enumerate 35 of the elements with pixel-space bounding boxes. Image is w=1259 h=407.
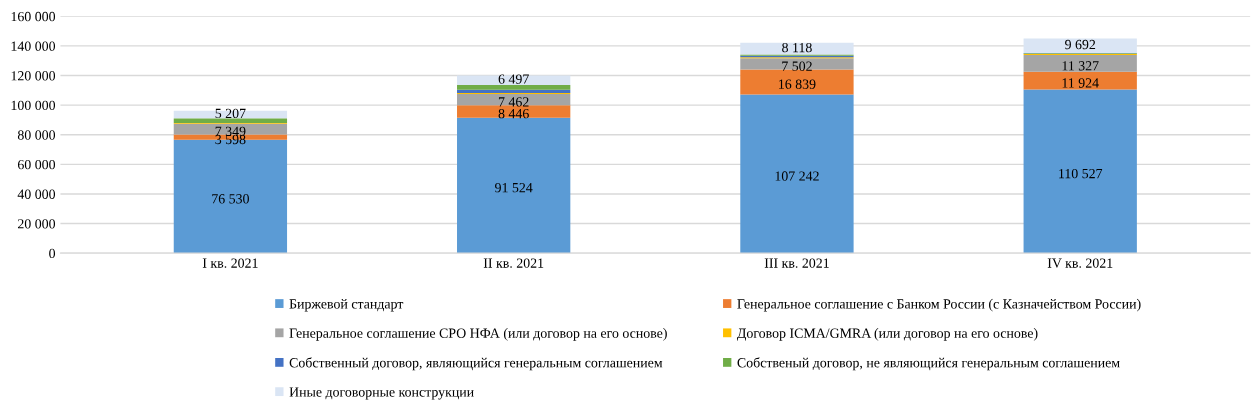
x-tick-label: I кв. 2021: [202, 258, 258, 268]
legend-label: Собственный договор, являющийся генеральным соглашением: [289, 357, 663, 371]
data-label: 7 349: [215, 126, 246, 137]
data-label: 8 118: [782, 42, 812, 53]
legend-label: Иные договорные конструкции: [289, 387, 474, 400]
legend-label: Генеральное соглашение СРО НФА (или договор на его основе): [289, 328, 667, 341]
y-tick-label: 160 000: [11, 11, 56, 22]
y-tick-label: 120 000: [11, 71, 56, 81]
data-label: 107 242: [775, 171, 819, 181]
data-label: 110 527: [1059, 168, 1103, 179]
legend-label: Собственый договор, не являющийся генеральным соглашением: [737, 357, 1120, 371]
y-tick-label: 20 000: [17, 219, 56, 229]
data-label: 6 497: [498, 74, 529, 84]
y-tick-label: 80 000: [17, 130, 56, 140]
y-tick-label: 60 000: [17, 159, 56, 170]
data-label: 11 924: [1062, 78, 1099, 88]
data-label: 7 462: [498, 97, 529, 107]
y-tick-label: 100 000: [11, 100, 56, 111]
data-label: 9 692: [1065, 39, 1096, 50]
data-label: 7 502: [782, 61, 812, 71]
y-tick-label: 140 000: [11, 41, 56, 51]
x-tick-label: IV кв. 2021: [1047, 258, 1113, 268]
legend-label: Договор ICMA/GMRA (или договор на его основе): [737, 328, 1038, 341]
legend-label: Биржевой стандарт: [289, 298, 404, 312]
x-tick-label: III кв. 2021: [764, 258, 829, 268]
data-label: 91 524: [495, 183, 533, 193]
data-label: 8 446: [498, 108, 529, 119]
data-label: 16 839: [779, 79, 816, 89]
y-tick-label: 0: [49, 248, 56, 259]
data-label: 5 207: [215, 108, 246, 119]
data-label: 76 530: [212, 194, 249, 204]
legend-label: Генеральное соглашение с Банком России (с Казначейством России): [737, 298, 1141, 312]
y-tick-label: 40 000: [17, 189, 56, 199]
data-label: 11 327: [1062, 61, 1099, 71]
x-tick-label: II кв. 2021: [483, 258, 544, 268]
